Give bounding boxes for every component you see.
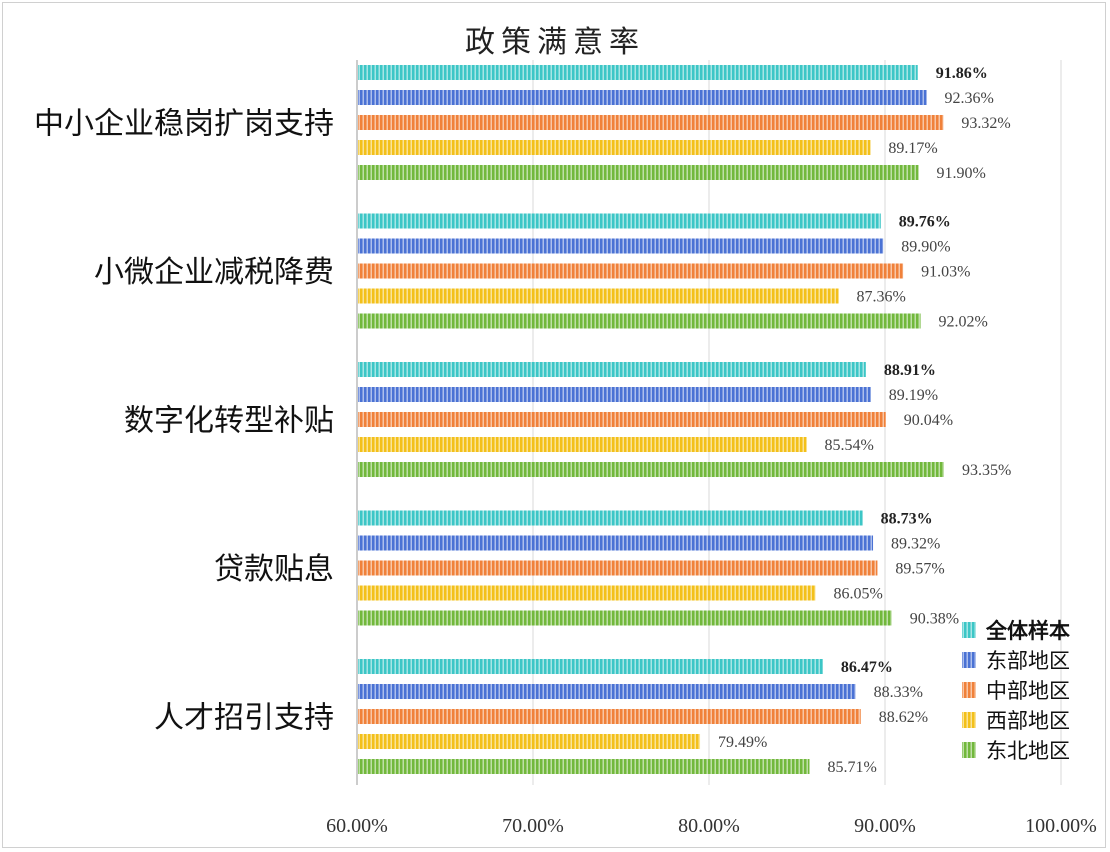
- data-label: 86.47%: [841, 659, 893, 676]
- legend-swatch: [962, 622, 976, 638]
- x-tick-label: 100.00%: [1025, 815, 1097, 837]
- bar-全体样本-小微企业减税降费: [358, 213, 881, 229]
- data-label: 88.33%: [874, 684, 923, 701]
- x-tick-label: 90.00%: [854, 815, 916, 837]
- bar-东北地区-数字化转型补贴: [358, 462, 944, 477]
- data-label: 86.05%: [833, 586, 882, 603]
- bar-中部地区-中小企业稳岗扩岗支持: [358, 115, 944, 130]
- data-label: 89.17%: [888, 140, 937, 157]
- category-label: 小微企业减税降费: [94, 255, 334, 290]
- bar-中部地区-人才招引支持: [358, 709, 861, 724]
- legend-swatch: [962, 682, 976, 698]
- chart-title: 政策满意率: [465, 25, 645, 60]
- data-label: 92.02%: [939, 314, 988, 331]
- x-tick-label: 70.00%: [502, 815, 564, 837]
- legend-swatch: [962, 712, 976, 728]
- category-label: 人才招引支持: [154, 701, 334, 736]
- bar-东部地区-数字化转型补贴: [358, 387, 871, 402]
- legend-label: 全体样本: [985, 619, 1070, 643]
- data-label: 85.71%: [827, 759, 876, 776]
- bar-中部地区-小微企业减税降费: [358, 263, 904, 279]
- bar-东部地区-人才招引支持: [358, 684, 856, 699]
- data-label: 89.19%: [889, 387, 938, 404]
- bar-西部地区-小微企业减税降费: [358, 288, 839, 304]
- data-label: 87.36%: [857, 289, 906, 306]
- bar-全体样本-数字化转型补贴: [358, 362, 866, 377]
- bar-全体样本-中小企业稳岗扩岗支持: [358, 65, 918, 80]
- data-label: 89.32%: [891, 536, 940, 553]
- bar-东部地区-中小企业稳岗扩岗支持: [358, 90, 927, 105]
- bar-东北地区-中小企业稳岗扩岗支持: [358, 165, 919, 180]
- bar-东部地区-小微企业减税降费: [358, 238, 884, 254]
- data-label: 92.36%: [945, 90, 994, 107]
- bar-中部地区-数字化转型补贴: [358, 412, 886, 427]
- data-label: 91.03%: [921, 264, 970, 281]
- data-label: 88.91%: [884, 362, 936, 379]
- data-label: 93.32%: [961, 115, 1010, 132]
- bar-西部地区-中小企业稳岗扩岗支持: [358, 140, 871, 155]
- x-tick-label: 80.00%: [678, 815, 740, 837]
- data-label: 89.90%: [901, 239, 950, 256]
- bar-西部地区-人才招引支持: [358, 734, 701, 749]
- value-labels: 91.86% 92.36% 93.32% 89.17% 91.90% 89.76% 89.9…: [718, 65, 1011, 776]
- category-label: 中小企业稳岗扩岗支持: [34, 107, 334, 142]
- bar-全体样本-人才招引支持: [358, 659, 823, 674]
- bar-东北地区-小微企业减税降费: [358, 313, 921, 329]
- x-axis-tick-labels: 60.00% 70.00% 80.00% 90.00% 100.00%: [326, 815, 1097, 837]
- data-label: 89.57%: [895, 561, 944, 578]
- category-label: 贷款贴息: [214, 552, 334, 587]
- legend-label: 东部地区: [986, 649, 1070, 673]
- legend-label: 中部地区: [986, 679, 1070, 703]
- bars: [358, 65, 944, 774]
- legend-swatch: [962, 652, 976, 668]
- data-label: 88.73%: [881, 511, 933, 528]
- data-label: 85.54%: [825, 437, 874, 454]
- data-label: 91.90%: [936, 165, 985, 182]
- legend-label: 东北地区: [986, 739, 1070, 763]
- data-label: 79.49%: [718, 734, 767, 751]
- bar-中部地区-贷款贴息: [358, 560, 878, 576]
- bar-东北地区-人才招引支持: [358, 759, 810, 774]
- bar-东部地区-贷款贴息: [358, 535, 874, 551]
- bar-西部地区-贷款贴息: [358, 585, 816, 601]
- data-label: 88.62%: [879, 709, 928, 726]
- legend-label: 西部地区: [986, 709, 1070, 733]
- data-label: 90.04%: [904, 412, 953, 429]
- legend-swatch: [962, 742, 976, 758]
- data-label: 93.35%: [962, 462, 1011, 479]
- data-label: 90.38%: [910, 611, 959, 628]
- category-label: 数字化转型补贴: [124, 404, 334, 439]
- bar-西部地区-数字化转型补贴: [358, 437, 807, 452]
- bar-全体样本-贷款贴息: [358, 510, 863, 526]
- data-label: 91.86%: [936, 65, 988, 82]
- bar-东北地区-贷款贴息: [358, 610, 892, 626]
- x-tick-label: 60.00%: [326, 815, 388, 837]
- data-label: 89.76%: [899, 214, 951, 231]
